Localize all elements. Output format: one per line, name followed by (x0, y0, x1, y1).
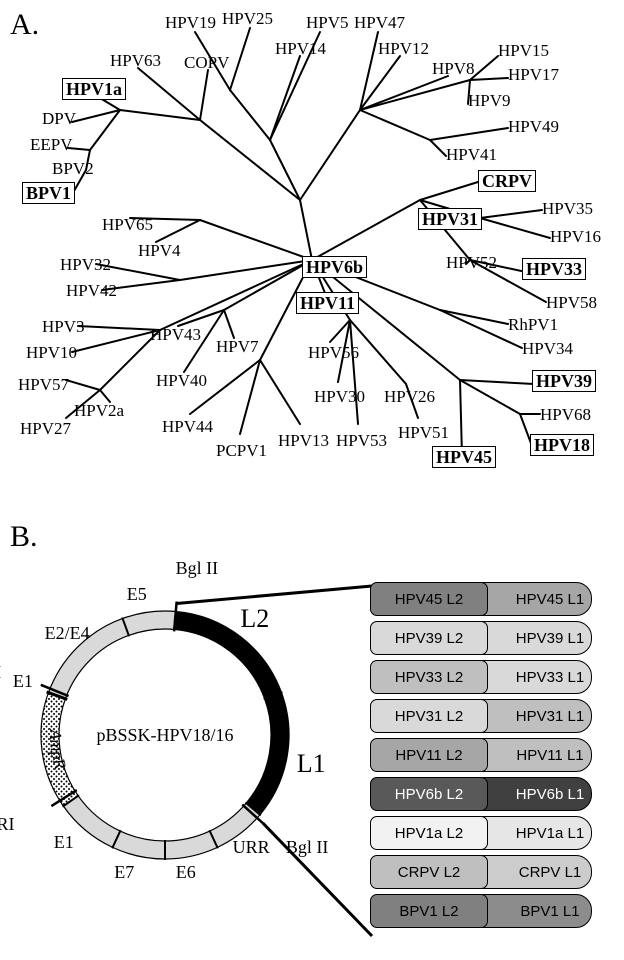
cassette-l2: BPV1 L2 (370, 894, 488, 928)
leaf-hpv9: HPV9 (468, 92, 511, 109)
leaf-hpv47: HPV47 (354, 14, 405, 31)
leaf-hpv43: HPV43 (150, 326, 201, 343)
leaf-hpv68: HPV68 (540, 406, 591, 423)
leaf-hpv35: HPV35 (542, 200, 593, 217)
leaf-hpv30: HPV30 (314, 388, 365, 405)
cassette-l2: HPV31 L2 (370, 699, 488, 733)
leaf-hpv53: HPV53 (336, 432, 387, 449)
leaf-dpv: DPV (42, 110, 76, 127)
segment-label-e7: E7 (114, 862, 134, 883)
leaf-hpv56: HPV56 (308, 344, 359, 361)
segment-label-urr: URR (233, 837, 270, 858)
cassette-hpv6bl2: HPV6b L1HPV6b L2 (370, 777, 600, 811)
leaf-crpv: CRPV (478, 170, 536, 192)
figure: A. HPV19HPV25HPV5HPV14HPV47HPV12HPV8HPV1… (0, 0, 624, 959)
leaf-hpv8: HPV8 (432, 60, 475, 77)
leaf-hpv31: HPV31 (418, 208, 482, 230)
leaf-hpv39: HPV39 (532, 370, 596, 392)
cassette-l2: HPV45 L2 (370, 582, 488, 616)
leaf-hpv13: HPV13 (278, 432, 329, 449)
leaf-rhpv1: RhPV1 (508, 316, 558, 333)
cassette-l2: HPV39 L2 (370, 621, 488, 655)
cassette-crpvl2: CRPV L1CRPV L2 (370, 855, 600, 889)
cassette-hpv31l2: HPV31 L1HPV31 L2 (370, 699, 600, 733)
cassette-list: HPV45 L1HPV45 L2 HPV39 L1HPV39 L2 HPV33 L1… (370, 582, 610, 933)
leaf-hpv63: HPV63 (110, 52, 161, 69)
cassette-l2: HPV1a L2 (370, 816, 488, 850)
segment-label-e1: E1 (13, 671, 33, 692)
leaf-hpv49: HPV49 (508, 118, 559, 135)
leaf-hpv45: HPV45 (432, 446, 496, 468)
leaf-hpv10: HPV10 (26, 344, 77, 361)
leaf-hpv11: HPV11 (296, 292, 359, 314)
leaf-hpv12: HPV12 (378, 40, 429, 57)
leaf-hpv4: HPV4 (138, 242, 181, 259)
leaf-bpv2: BPV2 (52, 160, 94, 177)
cassette-l2: HPV11 L2 (370, 738, 488, 772)
leaf-hpv14: HPV14 (275, 40, 326, 57)
leaf-hpv18: HPV18 (530, 434, 594, 456)
leaf-bpv1: BPV1 (22, 182, 75, 204)
plasmid-name: pBSSK-HPV18/16 (80, 725, 250, 746)
leaf-hpv7: HPV7 (216, 338, 259, 355)
cassette-l2: HPV6b L2 (370, 777, 488, 811)
leaf-hpv44: HPV44 (162, 418, 213, 435)
cassette-hpv1al2: HPV1a L1HPV1a L2 (370, 816, 600, 850)
cassette-l2: CRPV L2 (370, 855, 488, 889)
site-bglii: Bgl II (176, 558, 219, 579)
leaf-pcpv1: PCPV1 (216, 442, 267, 459)
site-ecori: EcoRI (0, 814, 15, 835)
cassette-bpv1l2: BPV1 L1BPV1 L2 (370, 894, 600, 928)
leaf-hpv65: HPV65 (102, 216, 153, 233)
leaf-hpv27: HPV27 (20, 420, 71, 437)
leaf-hpv19: HPV19 (165, 14, 216, 31)
leaf-hpv1a: HPV1a (62, 78, 126, 100)
leaf-hpv17: HPV17 (508, 66, 559, 83)
leaf-hpv5: HPV5 (306, 14, 349, 31)
segment-label-l2: L2 (240, 604, 269, 634)
cassette-hpv39l2: HPV39 L1HPV39 L2 (370, 621, 600, 655)
leaf-hpv25: HPV25 (222, 10, 273, 27)
leaf-hpv58: HPV58 (546, 294, 597, 311)
leaf-copv: COPV (184, 54, 229, 71)
leaf-hpv32: HPV32 (60, 256, 111, 273)
leaf-hpv57: HPV57 (18, 376, 69, 393)
segment-label-e1: E1 (54, 832, 74, 853)
cassette-hpv11l2: HPV11 L1HPV11 L2 (370, 738, 600, 772)
cassette-l2: HPV33 L2 (370, 660, 488, 694)
leaf-hpv33: HPV33 (522, 258, 586, 280)
leaf-hpv40: HPV40 (156, 372, 207, 389)
cassette-hpv45l2: HPV45 L1HPV45 L2 (370, 582, 600, 616)
phylo-tree: HPV19 HPV25 HPV5 HPV14 HPV47 HPV12HPV8 HPV15 HP… (0, 0, 624, 500)
leaf-hpv52: HPV52 (446, 254, 497, 271)
site-ecori: EcoRI (0, 662, 1, 683)
site-bglii: Bgl II (286, 837, 329, 858)
leaf-hpv3: HPV3 (42, 318, 85, 335)
leaf-hpv51: HPV51 (398, 424, 449, 441)
leaf-hpv34: HPV34 (522, 340, 573, 357)
leaf-hpv2a: HPV2a (74, 402, 124, 419)
segment-label-l1: L1 (297, 749, 326, 779)
segment-label-e5: E5 (127, 584, 147, 605)
leaf-hpv16: HPV16 (550, 228, 601, 245)
leaf-hpv6b: HPV6b (302, 256, 367, 278)
leaf-hpv15: HPV15 (498, 42, 549, 59)
leaf-hpv41: HPV41 (446, 146, 497, 163)
leaf-eepv: EEPV (30, 136, 73, 153)
segment-label-e6: E6 (176, 862, 196, 883)
segment-label-e2/e4: E2/E4 (45, 623, 90, 644)
cassette-hpv33l2: HPV33 L1HPV33 L2 (370, 660, 600, 694)
leaf-hpv26: HPV26 (384, 388, 435, 405)
leaf-hpv42: HPV42 (66, 282, 117, 299)
